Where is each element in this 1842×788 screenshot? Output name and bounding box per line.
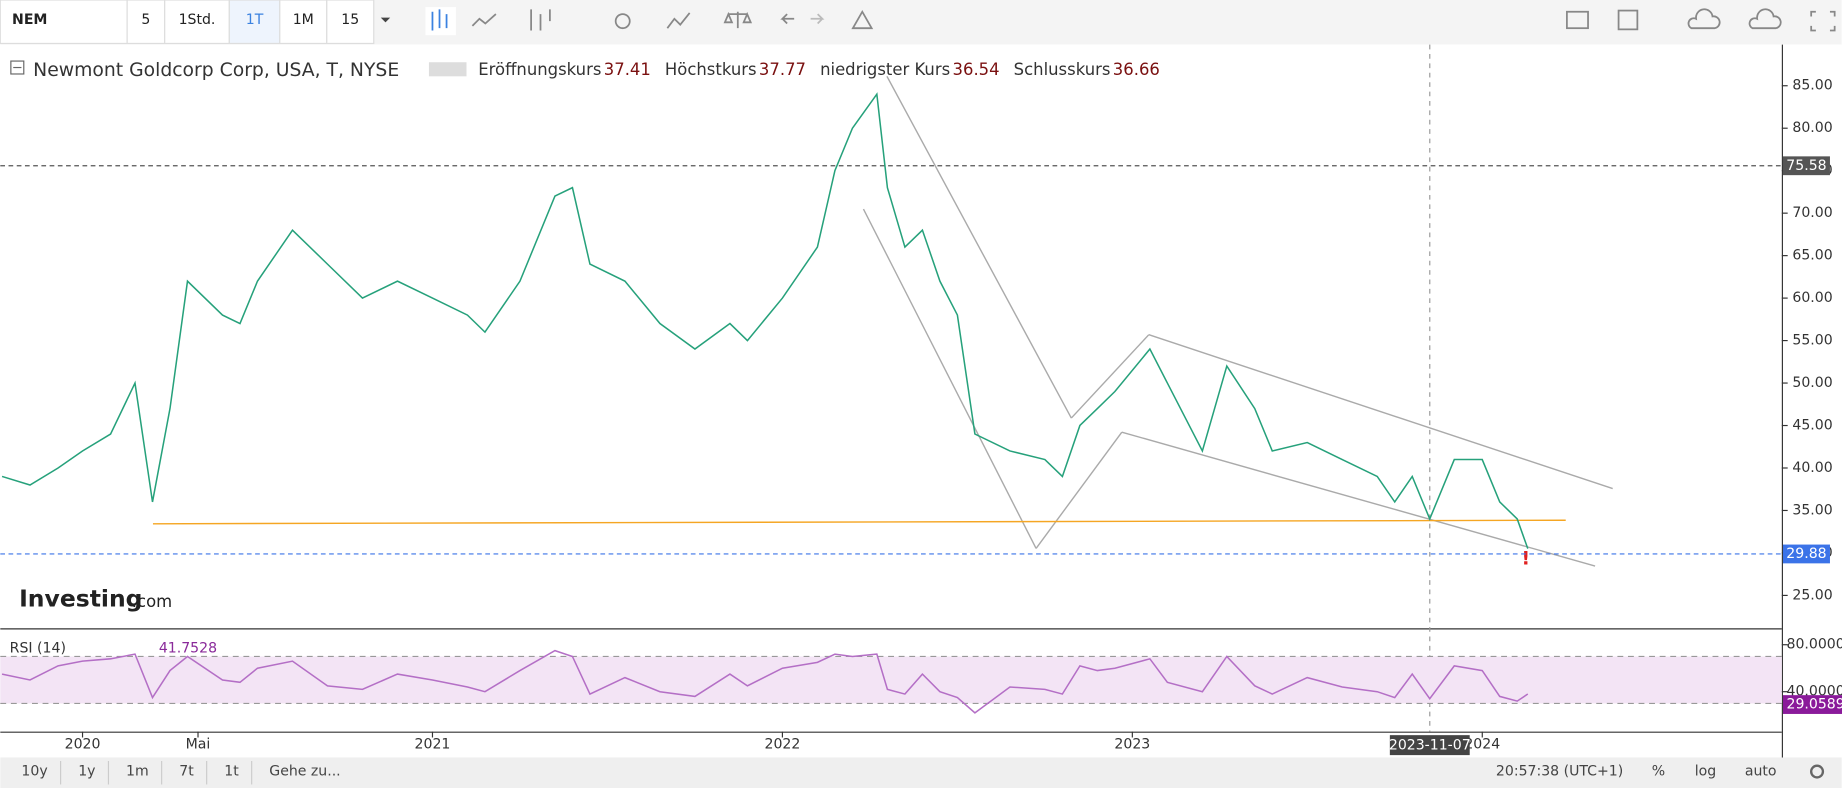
- rsi-last-label: 29.0589: [1787, 697, 1842, 713]
- price-tag: [1782, 544, 1830, 564]
- axis-option[interactable]: auto: [1745, 764, 1777, 780]
- dropdown[interactable]: [380, 17, 391, 23]
- collapse-button[interactable]: [10, 60, 25, 75]
- price-tag-label: 29.88: [1786, 546, 1826, 562]
- crosshair-tag: [1389, 735, 1470, 756]
- x-tick-label: Mai: [186, 737, 211, 753]
- toolbar-button[interactable]: [326, 0, 375, 45]
- rsi-title: RSI (14): [10, 640, 66, 656]
- range-button[interactable]: 1t: [224, 764, 239, 780]
- y-tick-label: 70.00: [1792, 205, 1832, 221]
- x-tick-label: 2020: [65, 737, 101, 753]
- goto-button[interactable]: Gehe zu...: [269, 764, 340, 780]
- crosshair-label: 2023-11-07: [1389, 738, 1471, 754]
- legend-label: Eröffnungskurs: [478, 60, 601, 79]
- y-tick-label: 35.00: [1792, 502, 1832, 518]
- toolbar-label: 1M: [293, 12, 314, 28]
- y-tick-label: 40.00: [1792, 460, 1832, 476]
- rsi-band: [0, 656, 1782, 704]
- y-tick-label: 25.00: [1792, 587, 1832, 603]
- price-tag: [1782, 156, 1830, 176]
- legend-value: 36.54: [953, 60, 1000, 79]
- range-button[interactable]: 1m: [126, 764, 149, 780]
- rsi-value: 41.7528: [159, 640, 217, 656]
- x-tick-label: 2023: [1114, 737, 1150, 753]
- axis-option[interactable]: log: [1695, 764, 1716, 780]
- x-tick-label: 2021: [415, 737, 451, 753]
- toolbar-label: 1T: [246, 12, 264, 28]
- toolbar-label: 1Std.: [179, 12, 216, 28]
- bottom-bar: [0, 757, 1842, 788]
- legend-label: Höchstkurs: [665, 60, 757, 79]
- y-tick-label: 80.00: [1792, 120, 1832, 136]
- rsi-y-tick-label: 80.0000: [1787, 637, 1842, 653]
- toolbar-button[interactable]: [0, 0, 128, 45]
- toolbar-icons: [425, 7, 1836, 36]
- rsi-line: [1, 649, 1529, 714]
- toolbar-button[interactable]: [279, 0, 328, 45]
- legend-value: 37.41: [604, 60, 651, 79]
- clock: 20:57:38 (UTC+1): [1496, 764, 1623, 780]
- chart-title: Newmont Goldcorp Corp, USA, T, NYSE: [33, 60, 399, 81]
- logo-suffix: .com: [132, 592, 172, 611]
- y-tick-label: 55.00: [1792, 333, 1832, 349]
- legend-value: 36.66: [1113, 60, 1160, 79]
- y-tick-label: 85.00: [1792, 78, 1832, 94]
- logo: Investing: [19, 585, 142, 613]
- price-tag-label: 75.58: [1786, 158, 1826, 174]
- legend-label: Schlusskurs: [1014, 60, 1111, 79]
- y-tick-label: 45.00: [1792, 418, 1832, 434]
- y-tick-label: 60.00: [1792, 290, 1832, 306]
- drawings: [152, 75, 1613, 567]
- rsi-last-tag: [1782, 695, 1842, 714]
- toolbar-button[interactable]: [164, 0, 230, 45]
- toolbar-label: 15: [341, 12, 359, 28]
- toolbar-label: NEM: [12, 12, 47, 28]
- y-tick-label: 50.00: [1792, 375, 1832, 391]
- x-tick-label: 2022: [764, 737, 800, 753]
- range-button[interactable]: 7t: [179, 764, 194, 780]
- y-tick-label: 65.00: [1792, 248, 1832, 264]
- chart-area: [0, 44, 1842, 758]
- toolbar-button[interactable]: [228, 0, 281, 45]
- settings-button[interactable]: [1809, 764, 1825, 779]
- range-button[interactable]: 10y: [21, 764, 47, 780]
- range-button[interactable]: 1y: [78, 764, 95, 780]
- x-tick-label: 2024: [1464, 737, 1500, 753]
- price-line-series: [1, 92, 1529, 549]
- legend-icons[interactable]: [428, 62, 467, 77]
- legend-value: 37.77: [759, 60, 806, 79]
- legend-label: niedrigster Kurs: [820, 60, 950, 79]
- axis-option[interactable]: %: [1652, 764, 1665, 780]
- alert-mark: !: [1522, 548, 1531, 569]
- toolbar-label: 5: [141, 12, 150, 28]
